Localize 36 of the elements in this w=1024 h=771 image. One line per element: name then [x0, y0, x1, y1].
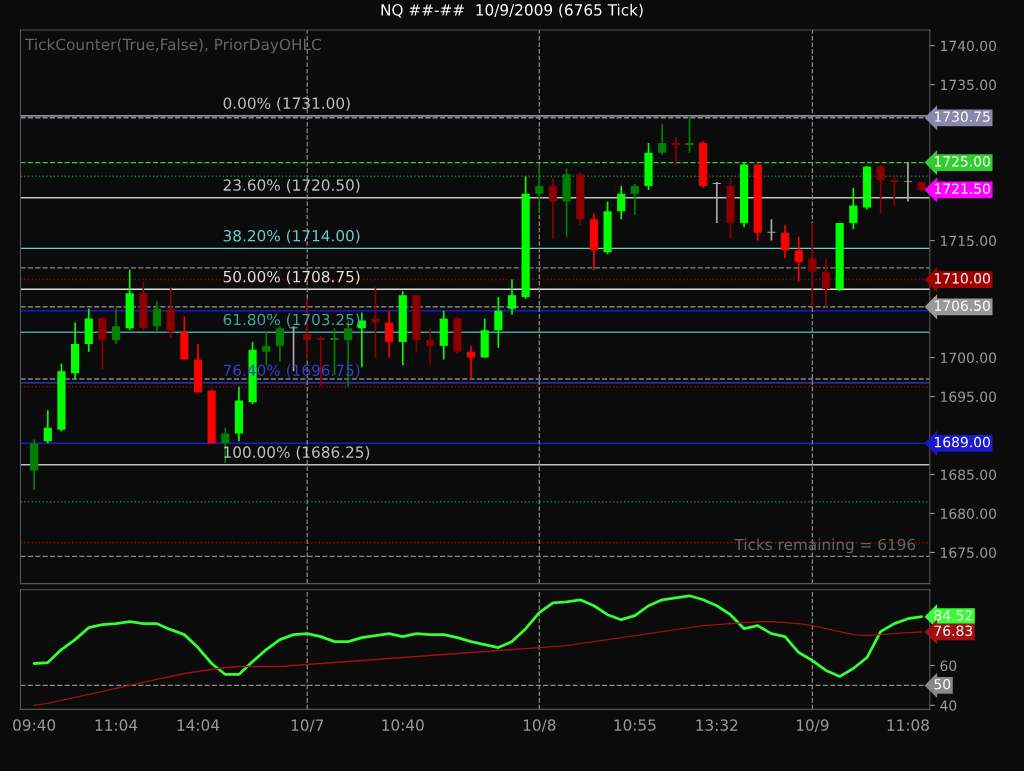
- ref-line-label: 50.00% (1708.75): [223, 270, 360, 285]
- x-tick-label: 11:04: [95, 719, 138, 731]
- ref-line-label: 23.60% (1720.50): [223, 179, 360, 193]
- ref-line-label: 38.20% (1714.00): [223, 229, 360, 244]
- x-tick-label: 10:55: [614, 719, 656, 731]
- x-tick-label: 14:04: [177, 719, 220, 731]
- text: 1721.50: [934, 183, 990, 194]
- y-tick-label: 40: [940, 700, 957, 711]
- x-tick-label: 13:32: [696, 719, 738, 731]
- data-label: 84.52: [934, 610, 972, 621]
- x-tick-label: 10/9: [796, 719, 829, 733]
- y-tick-label: 60: [940, 660, 957, 671]
- y-tick-label: 1685.00: [941, 469, 997, 480]
- x-tick-label: 10/7: [291, 719, 324, 733]
- y-tick-label: 1675.00: [941, 547, 997, 558]
- y-tick-label: 1740.00: [941, 40, 997, 52]
- chart-title: NQ ##-## 10/9/2009 (6765 Tick): [381, 3, 643, 18]
- x-tick-label: 11:08: [887, 719, 929, 731]
- y-tick-label: 1735.00: [941, 79, 997, 91]
- x-tick-label: 10/8: [523, 719, 556, 733]
- y-tick-label: 1700.00: [941, 352, 997, 364]
- ref-line-label: 50: [934, 678, 951, 690]
- data-label: 76.83: [934, 625, 973, 637]
- ref-line-label: 0.00% (1731.00): [223, 97, 350, 111]
- text: TickCounter(True,False), PriorDayOHLC: [24, 38, 321, 54]
- y-tick-label: 1715.00: [941, 235, 997, 247]
- ref-line-label: 1725.00: [934, 156, 990, 167]
- x-tick-label: 10:40: [382, 719, 424, 731]
- x-tick-label: 09:40: [13, 719, 56, 731]
- annotation: Ticks remaining = 6196: [734, 538, 916, 554]
- y-tick-label: 1695.00: [941, 391, 997, 402]
- ref-line-label: 1706.50: [934, 300, 990, 311]
- ref-line-label: 1730.75: [934, 111, 990, 122]
- y-tick-label: 1680.00: [941, 508, 997, 519]
- ref-line-label: 1689.00: [934, 436, 990, 448]
- ref-line-label: 1710.00: [934, 273, 990, 284]
